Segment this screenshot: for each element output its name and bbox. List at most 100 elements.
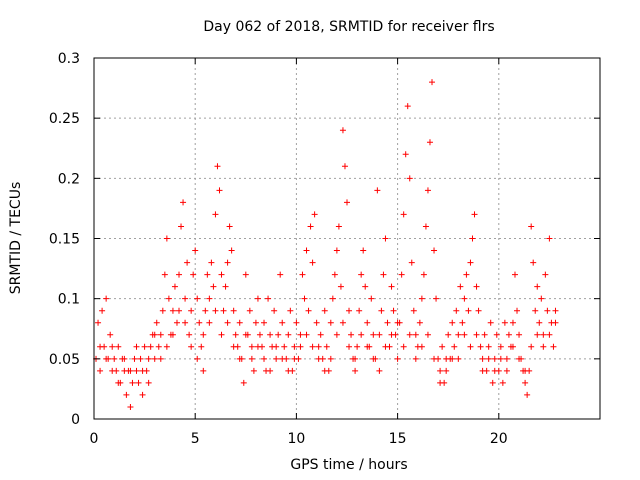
data-point [293, 319, 300, 326]
data-point [552, 307, 559, 314]
data-point [184, 259, 191, 266]
y-tick-labels: 0 0.05 0.1 0.15 0.2 0.25 0.3 [49, 51, 80, 428]
data-point [429, 79, 436, 86]
data-point [485, 355, 492, 362]
data-point [307, 223, 314, 230]
data-point [178, 223, 185, 230]
data-point [111, 355, 118, 362]
data-point [374, 187, 381, 194]
data-point [402, 151, 409, 158]
data-point [232, 331, 239, 338]
data-point [493, 331, 500, 338]
data-point [406, 175, 413, 182]
data-point [424, 331, 431, 338]
data-point [206, 319, 213, 326]
data-point [145, 355, 152, 362]
data-point [115, 379, 122, 386]
data-point [509, 343, 516, 350]
x-tick-label: 5 [191, 431, 200, 447]
data-point [536, 319, 543, 326]
data-point [418, 343, 425, 350]
data-point [261, 319, 268, 326]
data-point [348, 331, 355, 338]
y-tick-label: 0.2 [58, 171, 80, 187]
data-point [173, 319, 180, 326]
data-point [228, 247, 235, 254]
data-point [376, 367, 383, 374]
data-point [522, 379, 529, 386]
data-point [485, 343, 492, 350]
data-point [129, 379, 136, 386]
data-point [542, 271, 549, 278]
data-point [133, 367, 140, 374]
data-point [224, 259, 231, 266]
data-point [546, 235, 553, 242]
data-point [309, 343, 316, 350]
data-point [398, 271, 405, 278]
data-point [323, 343, 330, 350]
data-point [437, 367, 444, 374]
data-point [437, 379, 444, 386]
data-point [315, 355, 322, 362]
data-point [165, 295, 172, 302]
data-point [497, 343, 504, 350]
data-points [93, 79, 559, 410]
data-point [240, 379, 247, 386]
data-point [550, 343, 557, 350]
data-point [339, 319, 346, 326]
data-point [176, 271, 183, 278]
data-point [546, 331, 553, 338]
x-tick-label: 20 [490, 431, 508, 447]
data-point [157, 331, 164, 338]
data-point [196, 319, 203, 326]
data-point [210, 283, 217, 290]
data-point [254, 343, 261, 350]
data-point [218, 331, 225, 338]
data-point [376, 331, 383, 338]
data-point [299, 271, 306, 278]
y-axis-label: SRMTID / TECUs [8, 182, 24, 295]
data-point [327, 319, 334, 326]
data-point [534, 283, 541, 290]
data-point [528, 223, 535, 230]
data-point [254, 295, 261, 302]
data-point [151, 331, 158, 338]
data-point [370, 331, 377, 338]
data-point [382, 343, 389, 350]
data-point [516, 331, 523, 338]
data-point [449, 355, 456, 362]
data-point [394, 319, 401, 326]
data-point [394, 355, 401, 362]
data-point [439, 343, 446, 350]
data-point [505, 331, 512, 338]
data-point [190, 271, 197, 278]
data-point [329, 295, 336, 302]
data-point [285, 367, 292, 374]
data-point [204, 271, 211, 278]
data-point [360, 247, 367, 254]
data-point [206, 295, 213, 302]
data-point [236, 319, 243, 326]
data-point [479, 355, 486, 362]
data-point [135, 379, 142, 386]
data-point [516, 355, 523, 362]
data-point [400, 211, 407, 218]
x-tick-label: 15 [389, 431, 407, 447]
y-tick-label: 0.25 [49, 111, 80, 127]
grid-lines [94, 58, 600, 419]
data-point [465, 307, 472, 314]
data-point [544, 307, 551, 314]
data-point [202, 307, 209, 314]
data-point [475, 307, 482, 314]
data-point [218, 271, 225, 278]
x-axis-label: GPS time / hours [290, 457, 407, 473]
x-tick-labels: 0 5 10 15 20 [90, 431, 508, 447]
data-point [242, 331, 249, 338]
data-point [151, 355, 158, 362]
data-point [97, 367, 104, 374]
data-point [273, 343, 280, 350]
data-point [501, 319, 508, 326]
data-point [256, 331, 263, 338]
data-point [275, 331, 282, 338]
data-point [364, 319, 371, 326]
